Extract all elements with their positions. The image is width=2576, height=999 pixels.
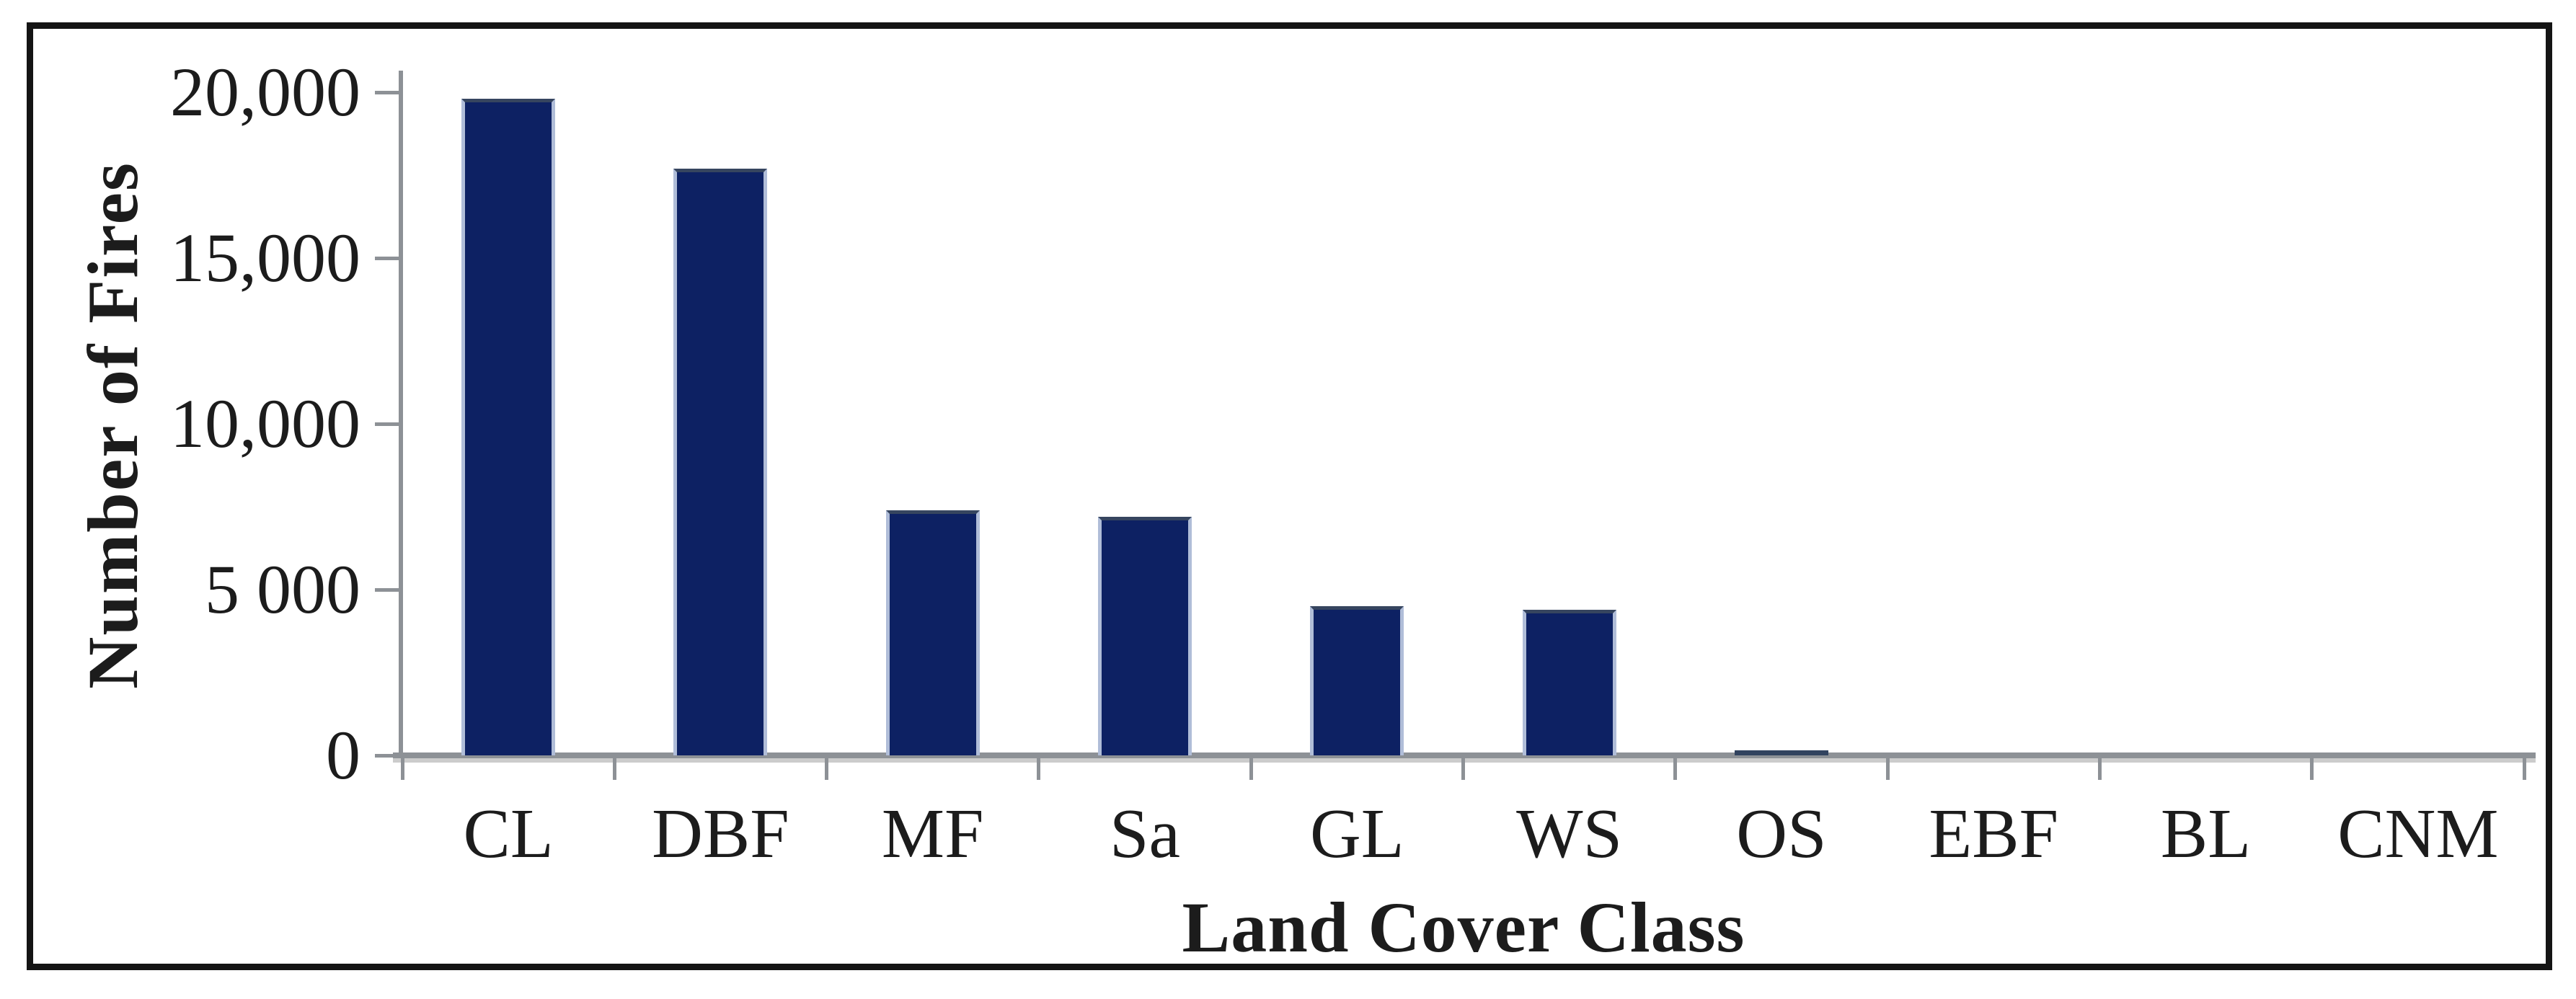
x-tick-mark [1673, 755, 1678, 780]
y-tick-mark [375, 90, 402, 94]
y-tick-label: 0 [326, 716, 360, 794]
bar-sa [1098, 517, 1192, 755]
x-tick-mark [1885, 755, 1890, 780]
bar-ws [1522, 610, 1616, 755]
x-tick-mark [1249, 755, 1253, 780]
x-category-label: DBF [652, 795, 789, 873]
chart-border-frame [27, 22, 2552, 970]
y-tick-mark [375, 256, 402, 260]
bar-mf [885, 510, 980, 755]
x-category-label: GL [1310, 795, 1404, 873]
x-tick-mark [1037, 755, 1041, 780]
bar-gl [1310, 606, 1404, 755]
x-category-label: EBF [1929, 795, 2059, 873]
bar-os [1734, 750, 1828, 755]
x-axis-title: Land Cover Class [1182, 887, 1745, 967]
x-category-label: CNM [2337, 795, 2499, 873]
x-category-label: BL [2160, 795, 2252, 873]
x-category-label: CL [463, 795, 554, 873]
x-tick-mark [2522, 755, 2526, 780]
y-tick-mark [375, 753, 402, 758]
y-tick-label: 10,000 [170, 385, 360, 462]
x-tick-mark [2097, 755, 2102, 780]
y-axis-line [399, 71, 403, 758]
x-category-label: MF [881, 795, 984, 873]
x-tick-mark [400, 755, 404, 780]
x-tick-mark [825, 755, 829, 780]
y-tick-mark [375, 422, 402, 426]
bar-dbf [673, 169, 768, 755]
y-tick-mark [375, 587, 402, 592]
y-tick-label: 20,000 [170, 53, 360, 130]
x-tick-mark [2310, 755, 2314, 780]
y-tick-label: 15,000 [170, 219, 360, 296]
x-category-label: WS [1516, 795, 1623, 873]
x-tick-mark [1461, 755, 1465, 780]
x-category-label: OS [1736, 795, 1827, 873]
y-tick-label: 5 000 [205, 551, 360, 628]
x-tick-mark [612, 755, 616, 780]
x-category-label: Sa [1110, 795, 1181, 873]
bar-cl [461, 99, 556, 755]
